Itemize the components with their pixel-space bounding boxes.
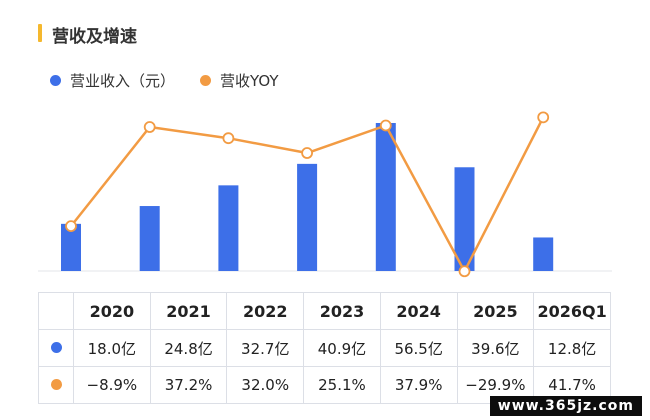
year-cell: 2020 [73,292,151,330]
yoy-point-2022 [222,132,235,145]
header-corner-cell [38,292,74,330]
chart-title: 营收及增速 [52,27,137,47]
bar-2025 [454,167,475,271]
bar-2022 [218,185,239,271]
yoy-cell: 37.2% [149,366,228,404]
revenue-cell: 56.5亿 [379,329,458,367]
yoy-point-2020 [65,220,77,233]
legend-item-revenue[interactable]: 营业收入（元） [50,70,175,91]
yoy-row-marker [38,366,74,404]
title-accent-bar [38,24,42,42]
revenue-dot-icon [50,342,62,353]
bar-2023 [297,163,318,271]
bar-2026Q1 [533,237,554,271]
bar-2024 [375,123,396,271]
year-cell: 2024 [379,292,458,330]
year-cell: 2025 [456,292,535,330]
legend-label-yoy: 营收YOY [220,72,279,90]
yoy-point-2021 [143,121,156,133]
year-cell: 2023 [303,292,381,330]
table-header-row: 2020 2021 2022 2023 2024 2025 2026Q1 [38,292,611,330]
revenue-cell: 18.0亿 [73,329,151,367]
data-table: 2020 2021 2022 2023 2024 2025 2026Q1 18.… [38,292,611,404]
yoy-point-2026Q1 [537,111,550,124]
bar-2021 [139,206,160,271]
yoy-point-2023 [301,147,314,159]
yoy-cell: 32.0% [226,366,305,404]
yoy-point-2024 [379,119,392,132]
table-row-revenue: 18.0亿 24.8亿 32.7亿 40.9亿 56.5亿 39.6亿 12.8… [38,329,611,367]
yoy-point-2025 [458,265,471,278]
legend-dot-yoy [200,75,211,86]
yoy-dot-icon [50,379,62,390]
year-cell: 2026Q1 [533,292,611,330]
revenue-row-marker [38,329,74,367]
yoy-cell: −8.9% [73,366,151,404]
revenue-cell: 32.7亿 [226,329,305,367]
table-row-yoy: −8.9% 37.2% 32.0% 25.1% 37.9% −29.9% 41.… [38,366,611,404]
legend-label-revenue: 营业收入（元） [70,72,176,90]
year-cell: 2022 [226,292,305,330]
watermark: www.365jz.com [489,396,642,416]
yoy-cell: 37.9% [379,366,458,404]
yoy-cell: 25.1% [303,366,381,404]
revenue-cell: 40.9亿 [303,329,381,367]
legend-item-yoy[interactable]: 营收YOY [200,70,279,91]
bar-2020 [61,223,81,271]
revenue-cell: 12.8亿 [533,329,611,367]
year-cell: 2021 [149,292,228,330]
revenue-cell: 39.6亿 [456,329,535,367]
revenue-cell: 24.8亿 [149,329,228,367]
legend-dot-revenue [50,75,61,86]
chart-plot [38,111,612,278]
